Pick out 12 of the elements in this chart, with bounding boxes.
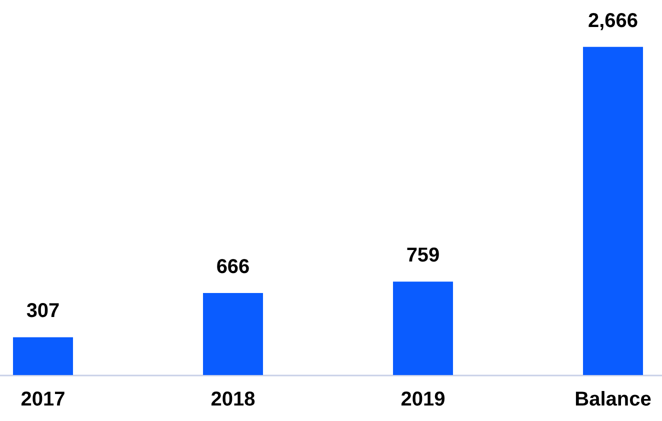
data-label: 307 (26, 300, 60, 322)
bar (13, 337, 73, 375)
data-label: 666 (216, 256, 250, 278)
x-tick-label: 2019 (400, 388, 446, 410)
bar (393, 282, 453, 375)
bar (203, 293, 263, 375)
x-tick-label: 2018 (210, 388, 256, 410)
x-tick-label: 2017 (20, 388, 66, 410)
data-label: 759 (406, 244, 440, 267)
x-tick-label: Balance (574, 388, 652, 410)
bar (583, 46, 643, 375)
data-label: 2,666 (588, 10, 638, 32)
